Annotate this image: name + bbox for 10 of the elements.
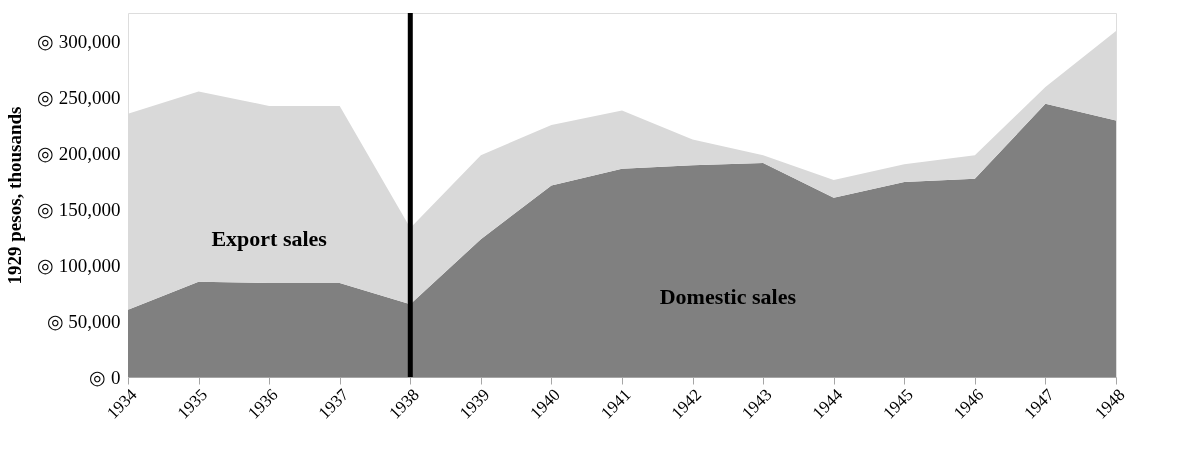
y-tick-label: ◎ 300,000	[37, 30, 121, 52]
y-tick-label: ◎ 50,000	[46, 310, 121, 332]
y-axis-title: 1929 pesos, thousands	[4, 106, 25, 285]
series-label: Export sales	[211, 225, 328, 251]
y-tick-label: ◎ 200,000	[37, 142, 121, 164]
y-tick-label: ◎ 250,000	[37, 86, 121, 108]
y-tick-label: ◎ 100,000	[37, 254, 121, 276]
y-tick-label: ◎ 150,000	[37, 198, 121, 220]
series-label: Domestic sales	[659, 283, 797, 309]
y-tick-label: ◎ 0	[89, 366, 121, 388]
